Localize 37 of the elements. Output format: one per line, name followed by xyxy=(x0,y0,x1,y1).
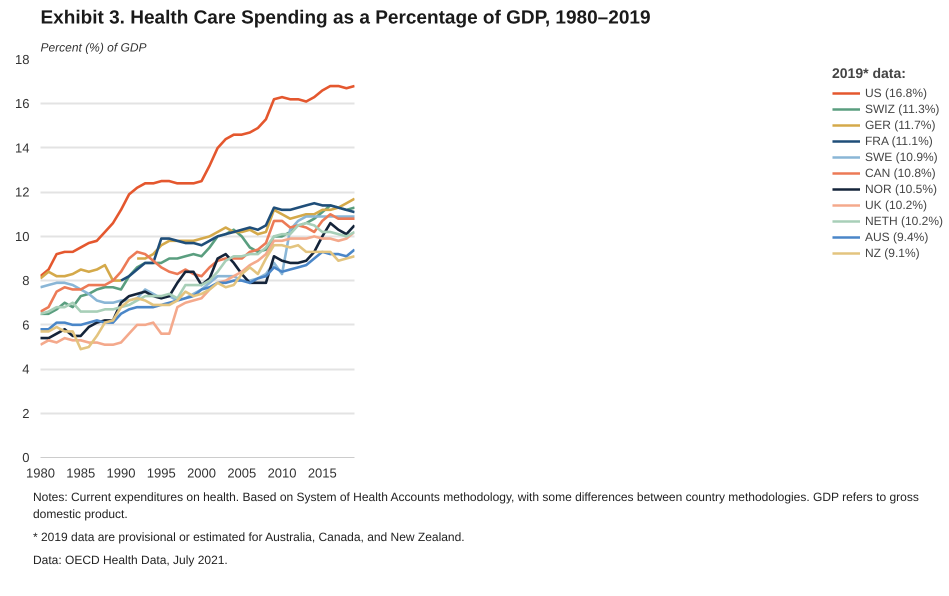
legend-label: UK (10.2%) xyxy=(864,198,927,212)
legend-label: SWIZ (11.3%) xyxy=(864,102,940,116)
y-tick-label: 6 xyxy=(22,317,30,332)
y-tick-label: 16 xyxy=(15,96,30,112)
legend-label: SWE (10.9%) xyxy=(864,150,938,164)
y-tick-label: 8 xyxy=(22,273,30,288)
x-tick-label: 2005 xyxy=(227,466,256,480)
x-tick-label: 1990 xyxy=(106,466,136,480)
x-tick-label: 2015 xyxy=(308,466,337,480)
legend-title: 2019* data: xyxy=(832,65,907,81)
text: Data: OECD Health Data, July 2021. xyxy=(33,552,229,570)
legend-label: NOR (10.5%) xyxy=(864,182,937,196)
text: Notes: Current expenditures on health. Based on System of Health Accounts methodology, with some differences between country methodologies. GDP refers to gross domestic product. xyxy=(33,489,920,524)
legend-label: NZ (9.1%) xyxy=(864,246,920,260)
line-series xyxy=(40,84,354,278)
y-tick-label: 4 xyxy=(22,362,30,377)
chart-title: Exhibit 3. Health Care Spending as a Percentage of GDP, 1980–2019 xyxy=(40,8,651,28)
legend-label: AUS (9.4%) xyxy=(864,230,928,244)
y-tick-label: 0 xyxy=(22,450,30,465)
line-series xyxy=(120,202,354,282)
legend-label: NETH (10.2%) xyxy=(864,214,943,228)
text: * 2019 data are provisional or estimated for Australia, Canada, and New Zealand. xyxy=(33,529,466,546)
y-tick-label: 10 xyxy=(15,228,30,244)
y-tick-label: 12 xyxy=(15,184,30,200)
x-tick-label: 1995 xyxy=(146,466,176,480)
legend-label: GER (11.7%) xyxy=(864,118,936,132)
y-tick-label: 2 xyxy=(22,406,30,421)
x-tick-label: 2000 xyxy=(187,466,216,480)
legend-label: CAN (10.8%) xyxy=(864,166,936,180)
x-tick-label: 1985 xyxy=(66,466,96,480)
y-tick-label: 18 xyxy=(15,52,30,67)
y-axis-title: Percent (%) of GDP xyxy=(40,40,147,54)
y-tick-label: 14 xyxy=(15,140,30,156)
legend-label: US (16.8%) xyxy=(864,86,927,100)
x-tick-label: 2010 xyxy=(268,466,296,480)
x-tick-label: 1980 xyxy=(26,466,55,480)
legend-label: FRA (11.1%) xyxy=(864,134,933,148)
